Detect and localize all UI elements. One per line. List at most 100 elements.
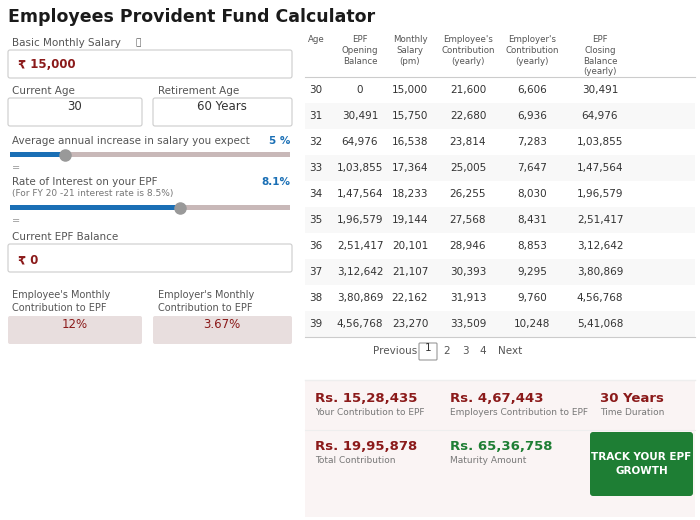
Text: 7,647: 7,647	[517, 163, 547, 173]
Text: 60 Years: 60 Years	[197, 100, 247, 113]
Text: Rs. 19,95,878: Rs. 19,95,878	[315, 440, 417, 453]
Bar	[305, 380, 695, 517]
Text: 1,47,564: 1,47,564	[337, 189, 384, 199]
Text: 31,913: 31,913	[449, 293, 486, 303]
Text: 1,96,579: 1,96,579	[337, 215, 384, 225]
Text: 8.1%: 8.1%	[261, 177, 290, 187]
Text: 7,283: 7,283	[517, 137, 547, 147]
Text: 1,96,579: 1,96,579	[577, 189, 623, 199]
Text: 3,12,642: 3,12,642	[577, 241, 623, 251]
Text: 64,976: 64,976	[342, 137, 378, 147]
Text: 1: 1	[425, 343, 431, 353]
Text: Employee's
Contribution
(yearly): Employee's Contribution (yearly)	[441, 35, 495, 66]
Text: 16,538: 16,538	[392, 137, 428, 147]
Text: 2: 2	[444, 346, 450, 356]
Text: 2,51,417: 2,51,417	[337, 241, 384, 251]
Text: 9,760: 9,760	[517, 293, 547, 303]
Text: Maturity Amount: Maturity Amount	[450, 456, 526, 465]
Bar	[5, 30, 297, 517]
Text: 6,606: 6,606	[517, 85, 547, 95]
FancyBboxPatch shape	[153, 98, 292, 126]
Bar	[305, 77, 695, 103]
FancyBboxPatch shape	[8, 316, 142, 344]
Text: 37: 37	[309, 267, 323, 277]
Text: 1,47,564: 1,47,564	[577, 163, 623, 173]
Text: Age: Age	[307, 35, 324, 44]
Text: Employer's
Contribution
(yearly): Employer's Contribution (yearly)	[505, 35, 559, 66]
Text: 30: 30	[309, 85, 323, 95]
Text: 18,233: 18,233	[392, 189, 428, 199]
Text: 30 Years: 30 Years	[600, 392, 664, 405]
Text: 8,030: 8,030	[517, 189, 547, 199]
Text: ⓘ: ⓘ	[135, 38, 141, 47]
Text: 5 %: 5 %	[269, 136, 290, 146]
Bar	[305, 155, 695, 181]
FancyBboxPatch shape	[8, 98, 142, 126]
Text: Current Age: Current Age	[12, 86, 75, 96]
Text: 10,248: 10,248	[514, 319, 550, 329]
Text: Time Duration: Time Duration	[600, 408, 664, 417]
Text: 39: 39	[309, 319, 323, 329]
Text: 30,393: 30,393	[450, 267, 486, 277]
Text: Basic Monthly Salary: Basic Monthly Salary	[12, 38, 121, 48]
Text: 27,568: 27,568	[449, 215, 486, 225]
Text: 21,600: 21,600	[450, 85, 486, 95]
Text: Rs. 4,67,443: Rs. 4,67,443	[450, 392, 543, 405]
Text: 23,270: 23,270	[392, 319, 428, 329]
Text: 15,000: 15,000	[392, 85, 428, 95]
Text: Your Contribution to EPF: Your Contribution to EPF	[315, 408, 424, 417]
Text: 30,491: 30,491	[342, 111, 378, 121]
Text: Current EPF Balance: Current EPF Balance	[12, 232, 118, 242]
Text: 33,509: 33,509	[450, 319, 486, 329]
Text: 28,946: 28,946	[449, 241, 486, 251]
Text: Rs. 65,36,758: Rs. 65,36,758	[450, 440, 552, 453]
Text: 9,295: 9,295	[517, 267, 547, 277]
Text: 2,51,417: 2,51,417	[577, 215, 623, 225]
FancyBboxPatch shape	[419, 343, 437, 360]
Text: 4: 4	[480, 346, 486, 356]
Text: 21,107: 21,107	[392, 267, 428, 277]
Text: 0: 0	[357, 85, 363, 95]
Text: 4,56,768: 4,56,768	[577, 293, 623, 303]
Text: 25,005: 25,005	[450, 163, 486, 173]
Bar	[305, 259, 695, 285]
Text: 19,144: 19,144	[392, 215, 428, 225]
Bar	[305, 311, 695, 337]
Text: 8,853: 8,853	[517, 241, 547, 251]
Text: 64,976: 64,976	[582, 111, 618, 121]
Text: 34: 34	[309, 189, 323, 199]
Text: 17,364: 17,364	[392, 163, 428, 173]
Text: 38: 38	[309, 293, 323, 303]
Bar	[305, 30, 695, 370]
Text: (For FY 20 -21 interest rate is 8.5%): (For FY 20 -21 interest rate is 8.5%)	[12, 189, 174, 198]
Text: 5,41,068: 5,41,068	[577, 319, 623, 329]
Text: ₹ 0: ₹ 0	[18, 253, 38, 266]
FancyBboxPatch shape	[8, 50, 292, 78]
Text: 20,101: 20,101	[392, 241, 428, 251]
Text: Employees Provident Fund Calculator: Employees Provident Fund Calculator	[8, 8, 375, 26]
Text: 31: 31	[309, 111, 323, 121]
Text: Monthly
Salary
(pm): Monthly Salary (pm)	[393, 35, 427, 66]
Text: Total Contribution: Total Contribution	[315, 456, 395, 465]
FancyBboxPatch shape	[590, 432, 693, 496]
Bar	[305, 103, 695, 129]
Bar	[305, 233, 695, 259]
Text: 8,431: 8,431	[517, 215, 547, 225]
Text: 1,03,855: 1,03,855	[577, 137, 623, 147]
Bar	[10, 152, 65, 157]
Text: 6,936: 6,936	[517, 111, 547, 121]
Text: 30,491: 30,491	[582, 85, 618, 95]
Text: 3,80,869: 3,80,869	[577, 267, 623, 277]
Text: 26,255: 26,255	[449, 189, 486, 199]
Text: 36: 36	[309, 241, 323, 251]
Text: TRACK YOUR EPF
GROWTH: TRACK YOUR EPF GROWTH	[592, 452, 692, 476]
Text: Next: Next	[498, 346, 522, 356]
Text: 35: 35	[309, 215, 323, 225]
Text: =: =	[12, 216, 20, 226]
Bar	[305, 285, 695, 311]
Bar	[305, 181, 695, 207]
Text: =: =	[12, 163, 20, 173]
Text: Average annual increase in salary you expect: Average annual increase in salary you ex…	[12, 136, 250, 146]
Bar	[305, 129, 695, 155]
Text: 33: 33	[309, 163, 323, 173]
